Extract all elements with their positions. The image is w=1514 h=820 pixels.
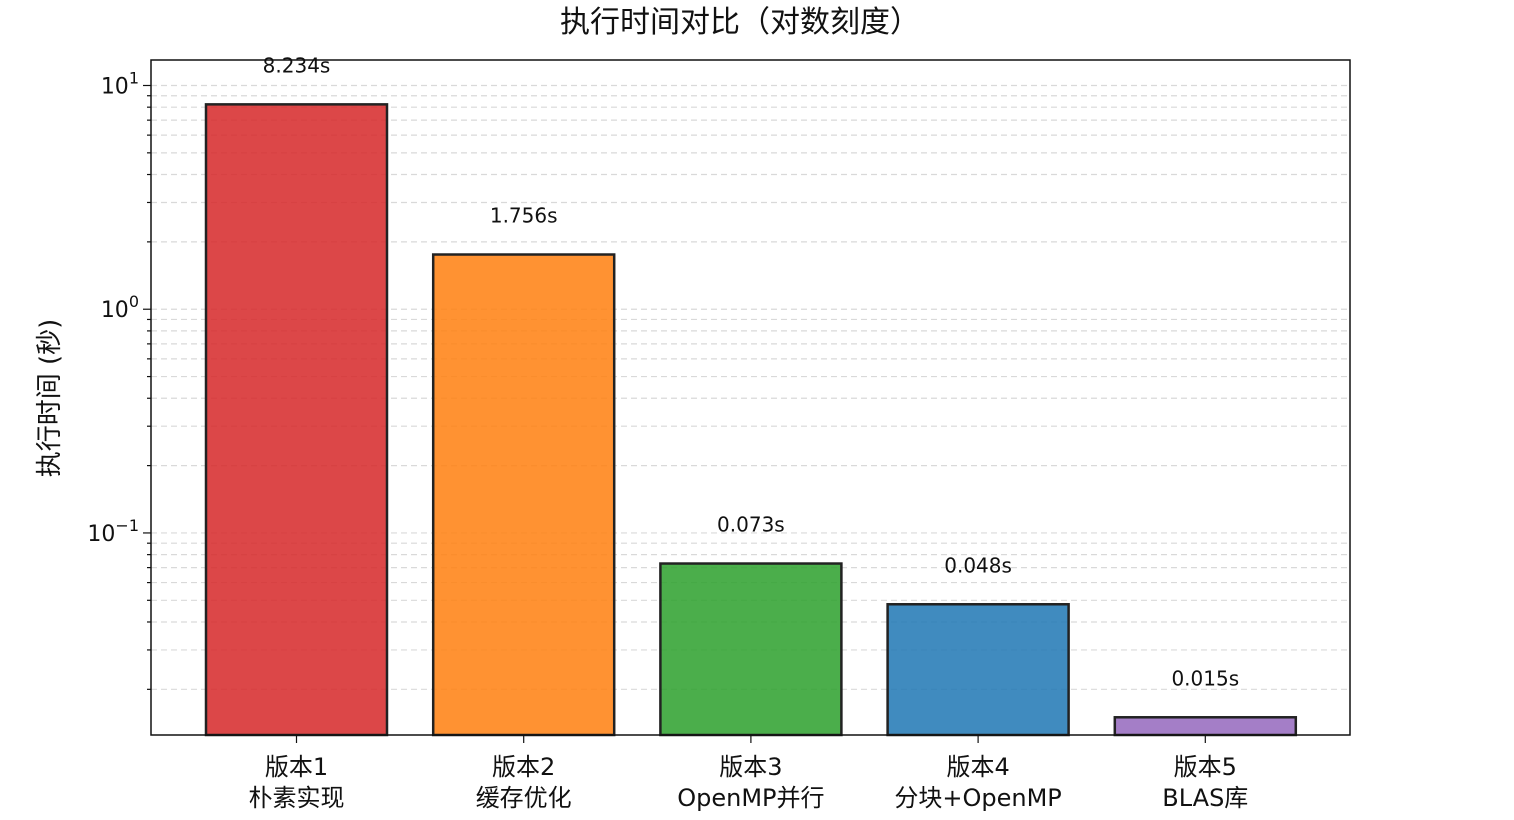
- category-label-line2: 分块+OpenMP: [894, 784, 1061, 812]
- category-label-line1: 版本1: [265, 753, 328, 781]
- bar: [431, 253, 616, 737]
- category-label-line1: 版本2: [492, 753, 555, 781]
- tick-exponent: −1: [115, 516, 139, 535]
- bar-value-label: 0.048s: [944, 553, 1012, 577]
- bar: [886, 603, 1070, 737]
- bar-value-label: 8.234s: [263, 53, 331, 77]
- bar: [659, 562, 843, 737]
- y-tick-label: 10−1: [87, 516, 139, 547]
- bar-value-label: 1.756s: [490, 204, 558, 228]
- x-axis-labels: 版本1 朴素实现 版本2 缓存优化 版本3 OpenMP并行 版本4 分块+OpenMP 版本5…: [249, 735, 1248, 812]
- category-label-line1: 版本3: [719, 753, 782, 781]
- data-labels: 8.234s 1.756s 0.073s 0.048s 0.015s: [263, 53, 1239, 690]
- y-axis-label: 执行时间 (秒): [35, 319, 65, 478]
- category-label-line2: 缓存优化: [476, 784, 572, 812]
- category-label-line1: 版本5: [1174, 753, 1237, 781]
- category-label-line2: BLAS库: [1162, 784, 1248, 812]
- category-label-line2: 朴素实现: [249, 784, 345, 812]
- tick-base: 10: [87, 522, 115, 547]
- bar: [204, 103, 389, 737]
- bars: [204, 103, 1298, 737]
- tick-base: 10: [101, 298, 129, 323]
- category-label-line1: 版本4: [946, 753, 1009, 781]
- tick-exponent: 1: [129, 68, 139, 87]
- tick-exponent: 0: [129, 292, 139, 311]
- y-tick-label: 100: [101, 292, 139, 323]
- y-tick-label: 101: [101, 68, 139, 99]
- bar: [1113, 716, 1298, 737]
- bar-value-label: 0.073s: [717, 513, 785, 537]
- tick-base: 10: [101, 74, 129, 99]
- category-label-line2: OpenMP并行: [677, 784, 824, 812]
- chart-title: 执行时间对比（对数刻度）: [560, 5, 920, 40]
- bar-value-label: 0.015s: [1171, 666, 1239, 690]
